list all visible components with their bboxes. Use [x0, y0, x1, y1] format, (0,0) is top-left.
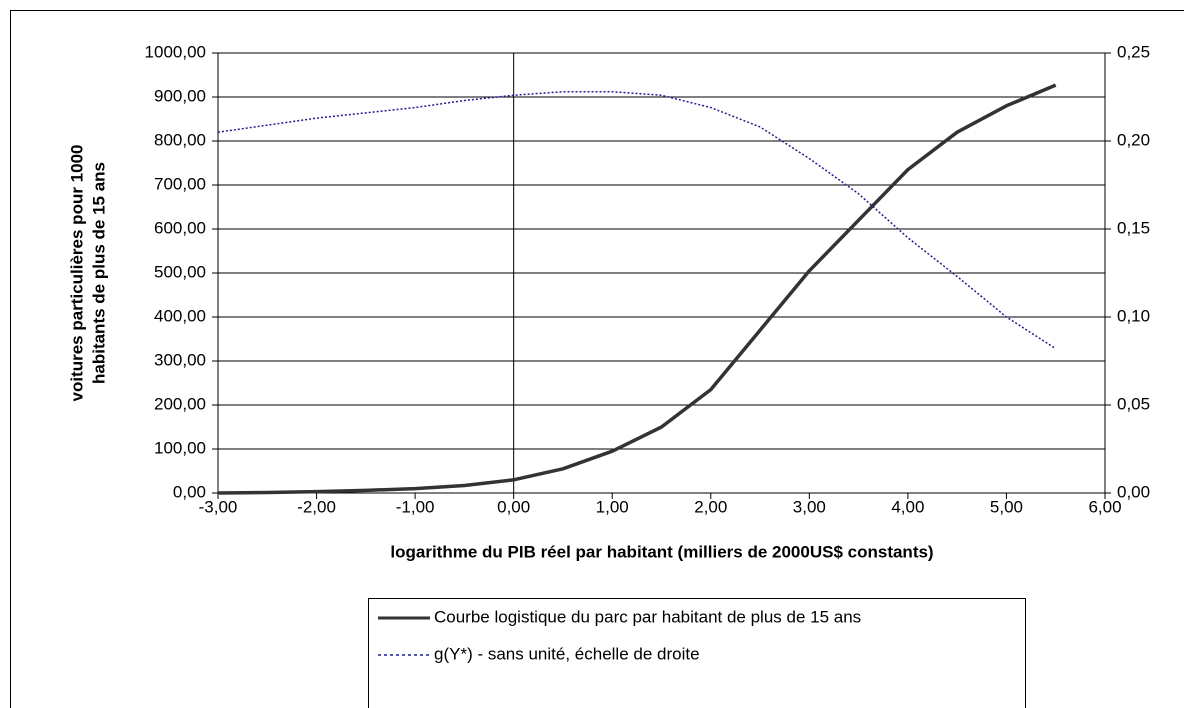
x-tick-label: 6,00: [1088, 497, 1121, 516]
y-axis-label: habitants de plus de 15 ans: [89, 162, 108, 384]
series-line: [217, 83, 1057, 495]
x-tick-label: 3,00: [793, 497, 826, 516]
x-axis-label: logarithme du PIB réel par habitant (mil…: [390, 542, 933, 561]
legend-label: g(Y*) - sans unité, échelle de droite: [434, 644, 700, 663]
y2-tick-label: 0,00: [1117, 482, 1150, 501]
y-tick-label: 400,00: [154, 306, 206, 325]
legend-box: [368, 598, 1026, 708]
x-tick-label: -1,00: [396, 497, 435, 516]
y-tick-label: 900,00: [154, 86, 206, 105]
x-tick-label: 5,00: [990, 497, 1023, 516]
y2-tick-label: 0,25: [1117, 42, 1150, 61]
x-tick-label: 2,00: [694, 497, 727, 516]
y-tick-label: 800,00: [154, 130, 206, 149]
y-axis-label: voitures particulières pour 1000: [67, 145, 86, 402]
y2-tick-label: 0,20: [1117, 130, 1150, 149]
y2-tick-label: 0,15: [1117, 218, 1150, 237]
y-tick-label: 200,00: [154, 394, 206, 413]
x-tick-label: 1,00: [596, 497, 629, 516]
y-tick-label: 600,00: [154, 218, 206, 237]
x-tick-label: -2,00: [297, 497, 336, 516]
y2-tick-label: 0,10: [1117, 306, 1150, 325]
y-tick-label: 100,00: [154, 438, 206, 457]
chart-frame: [10, 10, 1184, 708]
y-tick-label: 500,00: [154, 262, 206, 281]
x-tick-label: 4,00: [891, 497, 924, 516]
y-tick-label: 300,00: [154, 350, 206, 369]
y-tick-label: 1000,00: [145, 42, 206, 61]
y-tick-label: 0,00: [173, 482, 206, 501]
y2-tick-label: 0,05: [1117, 394, 1150, 413]
x-tick-label: -3,00: [199, 497, 238, 516]
x-tick-label: 0,00: [497, 497, 530, 516]
y-tick-label: 700,00: [154, 174, 206, 193]
series-line: [217, 90, 1057, 350]
legend-label: Courbe logistique du parc par habitant d…: [434, 607, 861, 626]
